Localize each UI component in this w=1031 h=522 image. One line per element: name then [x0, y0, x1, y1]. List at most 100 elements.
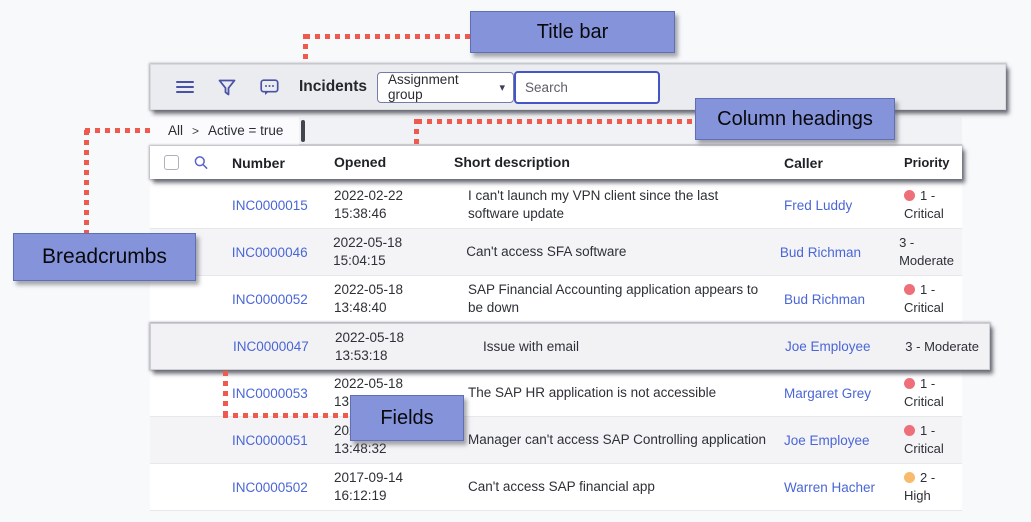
priority-cell: 3 - Moderate	[897, 334, 989, 360]
incident-number-link[interactable]: INC0000047	[233, 339, 309, 354]
filter-icon[interactable]	[215, 75, 239, 99]
connector-line-title-bar	[303, 34, 308, 64]
priority-label: 3 - Moderate	[905, 338, 979, 354]
assignment-group-dropdown[interactable]: Assignment group ▾	[377, 71, 515, 103]
connector-line-fields	[223, 413, 352, 418]
breadcrumb-separator: >	[192, 123, 200, 138]
short-description-cell: SAP Financial Accounting application app…	[468, 282, 759, 315]
row-check-cell	[151, 343, 187, 351]
priority-line: 3 - Moderate	[905, 338, 979, 356]
short-description-cell: Manager can't access SAP Controlling app…	[468, 432, 766, 448]
caller-link[interactable]: Bud Richman	[779, 244, 861, 260]
row-search-cell	[186, 436, 216, 444]
row-search-cell	[187, 343, 217, 351]
priority-line: Critical	[904, 300, 944, 315]
opened-cell: 2022-05-18 13:53:18	[327, 325, 447, 368]
opened-time: 15:04:15	[333, 253, 386, 268]
opened-cell: 2022-05-18 13:48:40	[326, 277, 446, 320]
row-search-cell	[186, 201, 216, 209]
priority-label: 1 -	[920, 188, 936, 204]
short-description-cell: Can't access SFA software	[466, 244, 627, 260]
row-check-cell	[150, 389, 186, 397]
caller-link[interactable]: Warren Hacher	[784, 479, 876, 495]
column-header-short-description[interactable]: Short description	[454, 154, 570, 171]
priority-label: 1 -	[920, 282, 936, 298]
caller-link[interactable]: Joe Employee	[785, 339, 871, 354]
select-all-checkbox[interactable]	[164, 155, 179, 170]
search-icon[interactable]	[194, 155, 208, 170]
incident-number-link[interactable]: INC0000051	[232, 432, 308, 448]
opened-time: 15:38:46	[334, 206, 387, 221]
priority-cell: 2 - High	[896, 465, 962, 508]
column-header-opened[interactable]: Opened	[334, 154, 387, 171]
row-check-cell	[150, 436, 186, 444]
caller-cell: Warren Hacher	[776, 476, 896, 499]
incident-number-link[interactable]: INC0000015	[232, 197, 308, 213]
breadcrumb-item-active[interactable]: Active = true	[208, 123, 284, 138]
connector-line-title-bar	[305, 34, 470, 39]
menu-icon[interactable]	[173, 75, 197, 99]
caller-cell: Margaret Grey	[776, 382, 896, 405]
priority-label: 1 -	[920, 376, 936, 392]
short-description-cell: The SAP HR application is not accessible	[468, 385, 717, 401]
priority-line: Critical	[904, 441, 944, 456]
connector-line-column-headings	[414, 119, 419, 147]
caller-link[interactable]: Margaret Grey	[784, 385, 872, 401]
table-row: INC0000015 2022-02-22 15:38:46 I can't laun…	[150, 182, 962, 229]
priority-label: 3 - Moderate	[899, 235, 955, 268]
select-all-cell	[150, 151, 186, 174]
priority-line: 1 -	[904, 422, 954, 440]
opened-date: 2022-02-22	[334, 188, 404, 204]
priority-dot-high	[904, 472, 915, 484]
chat-icon[interactable]	[257, 75, 281, 99]
column-header-caller[interactable]: Caller	[784, 154, 823, 171]
opened-cell: 2017-09-14 16:12:19	[326, 465, 446, 508]
opened-cell: 2022-02-22 15:38:46	[326, 183, 446, 226]
incident-number-link[interactable]: INC0000502	[232, 479, 308, 495]
table-row: INC0000046 2022-05-18 15:04:15 Can't access…	[150, 229, 962, 276]
row-check-cell	[150, 483, 186, 491]
priority-line: Critical	[904, 394, 944, 409]
column-header-number[interactable]: Number	[232, 154, 285, 171]
caller-link[interactable]: Bud Richman	[784, 291, 866, 307]
column-header-priority[interactable]: Priority	[904, 154, 950, 170]
priority-cell: 1 - Critical	[896, 371, 962, 414]
opened-time: 13:48:40	[334, 300, 387, 315]
table-body: INC0000015 2022-02-22 15:38:46 I can't laun…	[150, 182, 990, 511]
breadcrumb: All > Active = true	[150, 116, 300, 145]
caller-link[interactable]: Joe Employee	[784, 432, 870, 448]
incident-number-link[interactable]: INC0000053	[232, 385, 308, 401]
priority-cell: 1 - Critical	[896, 418, 962, 461]
caller-cell: Bud Richman	[776, 288, 896, 311]
opened-date: 2017-09-14	[334, 470, 404, 486]
priority-cell: 1 - Critical	[896, 183, 962, 226]
table-row: INC0000052 2022-05-18 13:48:40 SAP Financia…	[150, 276, 962, 323]
priority-cell: 1 - Critical	[896, 277, 962, 320]
search-input[interactable]	[514, 70, 661, 104]
caller-cell: Fred Luddy	[776, 194, 896, 217]
callout-breadcrumbs: Breadcrumbs	[13, 233, 196, 281]
title-bar: Incidents Assignment group ▾	[150, 64, 1006, 110]
short-description-cell: Can't access SAP financial app	[468, 479, 655, 495]
caller-link[interactable]: Fred Luddy	[784, 197, 853, 213]
opened-time: 16:12:19	[334, 488, 387, 503]
connector-line-fields	[223, 371, 228, 417]
priority-dot-critical	[904, 284, 915, 296]
breadcrumb-item-all[interactable]: All	[168, 123, 184, 138]
dropdown-label: Assignment group	[388, 72, 459, 102]
caller-cell: Joe Employee	[776, 429, 896, 452]
breadcrumb-drag-handle[interactable]	[301, 119, 306, 142]
incident-number-link[interactable]: INC0000046	[231, 244, 308, 260]
priority-line: 3 - Moderate	[899, 234, 954, 269]
opened-time: 13:48:32	[334, 441, 387, 456]
short-description-cell: Issue with email	[483, 338, 580, 354]
opened-date: 2022-05-18	[334, 282, 404, 298]
opened-time: 13:53:18	[335, 347, 388, 363]
incident-number-link[interactable]: INC0000052	[232, 291, 308, 307]
priority-line: 1 -	[904, 375, 954, 393]
caller-cell: Bud Richman	[772, 241, 891, 264]
caller-cell: Joe Employee	[777, 335, 897, 358]
opened-date: 2022-05-18	[335, 329, 405, 345]
short-description-cell: I can't launch my VPN client since the l…	[468, 188, 719, 221]
